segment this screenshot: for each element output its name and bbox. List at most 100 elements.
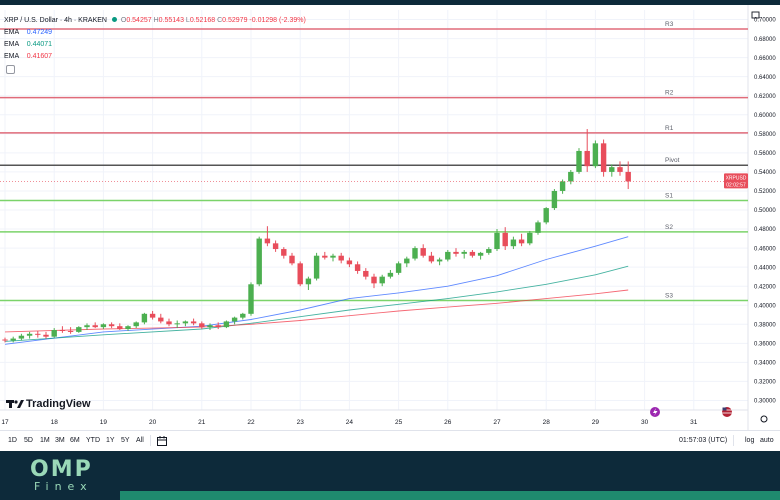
- indicator-ema-2[interactable]: EMA 0.44071: [4, 41, 52, 48]
- candle-down: [149, 313, 156, 318]
- candle-down: [518, 239, 525, 244]
- candle-up: [404, 258, 410, 264]
- candle-up: [174, 323, 180, 325]
- candle-down: [199, 323, 205, 328]
- ohlc-high-key: H: [153, 17, 159, 24]
- y-axis-tick-label: 0.54000: [754, 170, 776, 176]
- ohlc-high-value: 0.55143: [158, 17, 184, 24]
- lightning-bolt-glyph: [653, 408, 658, 416]
- timeframe-5y-button[interactable]: 5Y: [121, 437, 130, 444]
- candle-down: [272, 243, 279, 250]
- x-axis-tick-label: 21: [198, 419, 206, 426]
- timeframe-1m-button[interactable]: 1M: [40, 437, 50, 444]
- x-axis-tick-label: 28: [543, 419, 551, 426]
- candle-down: [215, 325, 221, 328]
- candle-up: [100, 324, 107, 328]
- y-axis-tick-label: 0.50000: [754, 208, 776, 214]
- ohlc-open-key: O: [120, 17, 127, 24]
- candle-down: [59, 330, 66, 331]
- candle-up: [51, 330, 57, 337]
- candle-down: [297, 263, 303, 285]
- indicator-value: 0.41607: [26, 53, 53, 60]
- candle-down: [117, 326, 123, 330]
- symbol-title[interactable]: XRP / U.S. Dollar · 4h · KRAKEN: [4, 17, 107, 24]
- footer-logo-subtitle: Finex: [34, 480, 93, 493]
- candle-down: [453, 251, 459, 254]
- candle-down: [428, 255, 435, 262]
- x-axis-tick-label: 27: [493, 419, 501, 426]
- price-tag-symbol: XRPUSD: [726, 175, 747, 181]
- log-scale-toggle[interactable]: log: [745, 437, 755, 444]
- candle-down: [190, 321, 197, 324]
- timeframe-5d-button[interactable]: 5D: [24, 437, 33, 444]
- indicator-ema-3[interactable]: EMA 0.41607: [4, 53, 52, 60]
- auto-scale-toggle[interactable]: auto: [760, 437, 774, 444]
- tradingview-logo-icon: [6, 400, 24, 408]
- timeframe-1d-button[interactable]: 1D: [8, 437, 17, 444]
- ohlc-close-key: C: [217, 17, 223, 24]
- candle-up: [18, 335, 25, 339]
- timeframe-1y-button[interactable]: 1Y: [106, 437, 115, 444]
- timeframe-all-button[interactable]: All: [136, 437, 144, 444]
- candle-down: [35, 333, 41, 335]
- candle-down: [420, 248, 426, 256]
- toolbar-divider: [150, 435, 151, 446]
- candle-down: [281, 249, 287, 256]
- candle-down: [371, 276, 377, 284]
- x-axis-tick-label: 30: [641, 419, 649, 426]
- change-dot: [111, 17, 117, 22]
- candle-up: [568, 171, 574, 182]
- timeframe-6m-button[interactable]: 6M: [70, 437, 80, 444]
- pivot-level-label-s3: S3: [665, 292, 673, 299]
- timeframe-3m-button[interactable]: 3M: [55, 437, 65, 444]
- candle-up: [231, 317, 238, 322]
- date-range-icon[interactable]: [157, 436, 167, 446]
- candle-up: [461, 251, 467, 254]
- pivot-level-label-s2: S2: [665, 224, 673, 231]
- y-axis-tick-label: 0.40000: [754, 303, 776, 309]
- candle-up: [387, 272, 394, 277]
- y-axis-tick-label: 0.58000: [754, 132, 776, 138]
- pivot-level-label-r3: R3: [665, 21, 674, 28]
- candle-down: [92, 325, 98, 328]
- pivot-level-label-s1: S1: [665, 192, 673, 199]
- price-chart[interactable]: R3 R2 R1 Pivot S1 S2 S3 0.70000 0.68000 0.66000 0.…: [0, 5, 780, 430]
- candle-down: [584, 150, 590, 167]
- y-axis-tick-label: 0.46000: [754, 246, 776, 252]
- candle-up: [76, 327, 82, 332]
- indicator-value: 0.44071: [26, 41, 53, 48]
- y-axis-tick-label: 0.60000: [754, 113, 776, 119]
- candle-down: [158, 317, 164, 322]
- candle-down: [264, 238, 271, 244]
- candle-up: [125, 326, 131, 330]
- candle-up: [477, 252, 484, 256]
- ohlc-close-value: 0.52979: [222, 17, 248, 24]
- timeframe-ytd-button[interactable]: YTD: [86, 437, 100, 444]
- bottom-toolbar: 1D 5D 1M 3M 6M YTD 1Y 5Y All 01:57:03 (U…: [0, 430, 780, 451]
- candle-down: [469, 251, 476, 256]
- collapse-legend-icon[interactable]: [6, 65, 15, 74]
- candle-up: [240, 313, 246, 318]
- candle-down: [289, 255, 295, 264]
- y-axis-tick-label: 0.52000: [754, 189, 776, 195]
- fullscreen-icon[interactable]: [751, 11, 760, 19]
- utc-clock[interactable]: 01:57:03 (UTC): [679, 437, 728, 444]
- x-axis-tick-label: 29: [592, 419, 600, 426]
- candle-up: [223, 321, 230, 328]
- settings-gear-icon[interactable]: [760, 415, 768, 423]
- x-axis-tick-label: 26: [444, 419, 452, 426]
- y-axis-tick-label: 0.56000: [754, 151, 776, 157]
- candle-down: [166, 321, 172, 325]
- candle-up: [436, 259, 443, 262]
- x-axis-tick-label: 22: [247, 419, 255, 426]
- candle-up: [10, 338, 16, 341]
- candle-down: [108, 324, 115, 327]
- top-frame-bar: [0, 0, 780, 5]
- candle-up: [543, 208, 549, 223]
- candle-up: [207, 325, 213, 328]
- candle-up: [494, 232, 500, 250]
- indicator-ema-1[interactable]: EMA 0.47249: [4, 29, 52, 36]
- flag-canton: [722, 407, 727, 411]
- price-tag-box: [724, 173, 748, 189]
- x-axis-tick-label: 23: [297, 419, 305, 426]
